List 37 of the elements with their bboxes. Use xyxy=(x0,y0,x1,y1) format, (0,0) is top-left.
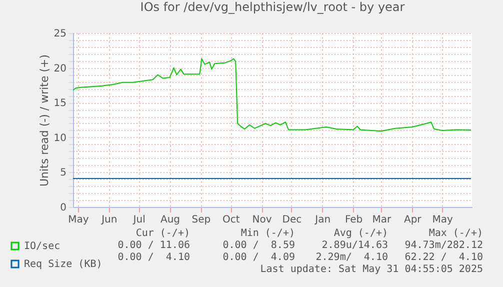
line-series xyxy=(73,58,472,132)
x-tick-label: Dec xyxy=(282,214,302,226)
text: 0.00 / 8.59 xyxy=(222,240,295,251)
x-tick-label: Jul xyxy=(132,214,146,226)
x-tick-label: Feb xyxy=(344,214,363,226)
x-tick-label: Sep xyxy=(192,214,211,226)
text: Avg (-/+) xyxy=(334,228,388,239)
text: 0.00 / 4.10 xyxy=(118,252,190,263)
x-tick-label: Jan xyxy=(314,214,331,226)
x-tick-label: May xyxy=(68,214,89,226)
text: 2.29m/ 4.10 xyxy=(316,252,388,263)
x-tick-label: Aug xyxy=(160,214,180,226)
x-tick-label: Apr xyxy=(404,214,422,226)
text: 2.89u/14.63 xyxy=(322,240,388,251)
legend-label: IO/sec xyxy=(24,241,60,252)
x-tick-label: Mar xyxy=(372,214,392,226)
text: 0.00 / 11.06 xyxy=(118,240,190,251)
y-tick-label: 10 xyxy=(54,132,66,144)
text: 62.22 / 4.10 xyxy=(404,252,483,263)
y-axis-title: Units read (-) / write (+) xyxy=(38,54,51,187)
text: Max (-/+) xyxy=(428,228,483,239)
text: Cur (-/+) xyxy=(136,228,190,239)
text: Min (-/+) xyxy=(240,228,295,239)
x-tick-label: Oct xyxy=(222,214,240,226)
x-tick-label: Jun xyxy=(100,214,118,226)
y-tick-label: 20 xyxy=(54,63,66,74)
y-tick-label: 0 xyxy=(60,202,66,214)
x-tick-label: May xyxy=(432,214,453,226)
y-tick-label: 5 xyxy=(60,168,66,179)
chart-title: IOs for /dev/vg_helpthisjew/lv_root - by year xyxy=(140,0,405,14)
text: 0.00 / 4.09 xyxy=(222,252,295,263)
text: Last update: Sat May 31 04:55:05 2025 xyxy=(260,264,483,275)
legend-label: Req Size (KB) xyxy=(24,259,102,270)
text: 94.73m/282.12 xyxy=(404,240,483,251)
y-tick-label: 15 xyxy=(54,98,66,110)
x-tick-label: Nov xyxy=(252,214,272,226)
y-tick-label: 25 xyxy=(54,28,66,40)
